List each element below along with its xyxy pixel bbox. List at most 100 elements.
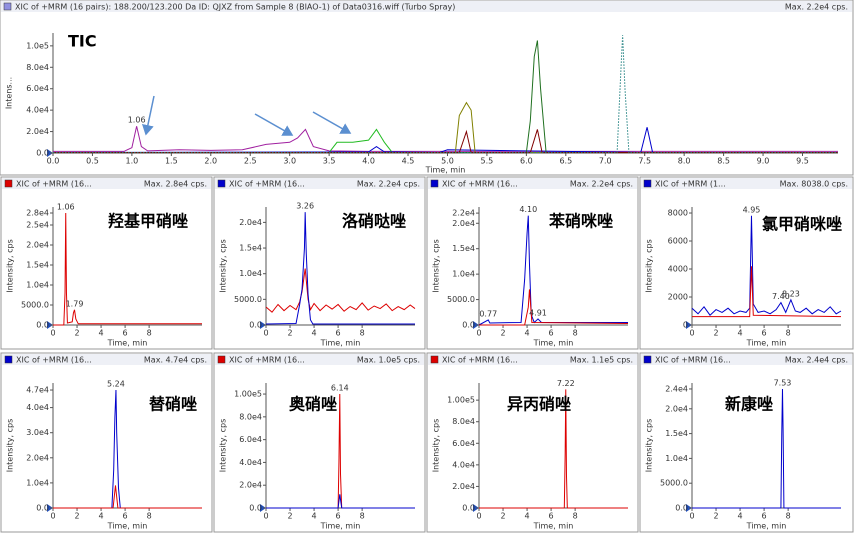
annotation: 新康唑 bbox=[725, 395, 773, 414]
x-tick-label: 6 bbox=[762, 512, 767, 521]
x-tick-label: 0 bbox=[50, 512, 55, 521]
panel-title: XIC of +MRM (16... bbox=[16, 180, 92, 189]
x-tick-label: 1.0 bbox=[126, 157, 139, 166]
panel-header bbox=[2, 354, 211, 365]
legend-swatch bbox=[430, 355, 439, 364]
x-tick-label: 2 bbox=[74, 512, 79, 521]
x-axis-label: Time, min bbox=[533, 522, 574, 531]
x-tick-label: 6 bbox=[336, 512, 341, 521]
y-tick-label: 0.0 bbox=[462, 504, 475, 513]
x-tick-label: 9.0 bbox=[757, 157, 770, 166]
panel-header bbox=[428, 178, 637, 189]
x-tick-label: 4 bbox=[738, 512, 743, 521]
y-tick-label: 8.0e4 bbox=[452, 417, 475, 426]
panel: XIC of +MRM (16... Max. 1.0e5 cps. 0 2 4 6 8 0.… bbox=[213, 352, 426, 533]
y-tick-label: 2.0e4 bbox=[452, 219, 475, 228]
x-tick-label: 6 bbox=[762, 329, 767, 338]
x-tick-label: 8 bbox=[147, 512, 152, 521]
trace bbox=[691, 215, 842, 316]
panel-title: XIC of +MRM (16... bbox=[655, 356, 731, 365]
peak-label: 0.77 bbox=[479, 309, 497, 318]
annotation: TIC bbox=[68, 32, 97, 51]
arrows bbox=[141, 95, 352, 136]
y-axis-label: Intensity, cps bbox=[432, 239, 441, 293]
y-tick-label: 1.5e4 bbox=[452, 244, 475, 253]
max-label: Max. 1.1e5 cps. bbox=[570, 356, 633, 365]
panel-title: XIC of +MRM (16... bbox=[442, 180, 518, 189]
y-tick-label: 4.0e4 bbox=[239, 458, 262, 467]
peak-label: 7.53 bbox=[774, 378, 792, 387]
x-axis-label: Time, min bbox=[320, 522, 361, 531]
y-tick-label: 1.5e4 bbox=[239, 244, 262, 253]
legend-swatch bbox=[217, 179, 226, 188]
x-tick-label: 8.5 bbox=[717, 157, 730, 166]
y-tick-label: 1.0e4 bbox=[239, 269, 262, 278]
peak-label: 4.10 bbox=[519, 205, 537, 214]
max-label: Max. 2.4e4 cps. bbox=[785, 356, 848, 365]
x-tick-label: 0 bbox=[50, 329, 55, 338]
x-tick-label: 6 bbox=[549, 512, 554, 521]
x-tick-label: 2.5 bbox=[244, 157, 257, 166]
y-tick-label: 0 bbox=[683, 321, 688, 330]
x-tick-label: 2 bbox=[713, 329, 718, 338]
x-tick-label: 6 bbox=[336, 329, 341, 338]
y-axis-label: Intensity, cps bbox=[6, 419, 15, 473]
panel: XIC of +MRM (16... Max. 2.4e4 cps. 0 2 4 6 8 0.… bbox=[639, 352, 854, 533]
trace bbox=[479, 389, 628, 509]
trace bbox=[478, 215, 628, 326]
annotation: 异丙硝唑 bbox=[507, 395, 571, 414]
peak-label: 7.40 bbox=[772, 292, 790, 301]
panel-title: XIC of +MRM (16... bbox=[229, 180, 305, 189]
max-label: Max. 1.0e5 cps. bbox=[357, 356, 420, 365]
arrow bbox=[312, 111, 352, 134]
x-tick-label: 6 bbox=[123, 329, 128, 338]
panel-header bbox=[428, 354, 637, 365]
y-tick-label: 5000.0 bbox=[234, 295, 262, 304]
y-tick-label: 4.0e4 bbox=[26, 106, 49, 115]
trace bbox=[53, 390, 202, 509]
x-tick-label: 4.5 bbox=[402, 157, 415, 166]
x-axis-label: Time, min bbox=[320, 339, 361, 348]
y-tick-label: 1.0e4 bbox=[26, 281, 49, 290]
y-tick-label: 2000 bbox=[668, 293, 688, 302]
x-tick-label: 9.5 bbox=[796, 157, 809, 166]
x-tick-label: 5.5 bbox=[481, 157, 494, 166]
legend-swatch bbox=[3, 2, 12, 11]
y-tick-label: 4.0e4 bbox=[452, 460, 475, 469]
x-tick-label: 4.0 bbox=[362, 157, 375, 166]
peak-label: 1.06 bbox=[57, 203, 75, 212]
peak-label: 1.79 bbox=[66, 299, 84, 308]
x-tick-label: 4 bbox=[525, 512, 530, 521]
peak-label: 4.95 bbox=[743, 205, 761, 214]
x-tick-label: 2 bbox=[287, 512, 292, 521]
panel-header bbox=[2, 178, 211, 189]
x-tick-label: 1.5 bbox=[165, 157, 178, 166]
trace bbox=[53, 40, 838, 153]
panel-header bbox=[1, 1, 852, 12]
x-tick-label: 4 bbox=[99, 512, 104, 521]
peak-label: 6.14 bbox=[331, 384, 349, 393]
trace bbox=[479, 289, 629, 326]
x-axis-label: Time, min bbox=[425, 166, 466, 175]
panel-title: XIC of +MRM (16... bbox=[16, 356, 92, 365]
trace bbox=[53, 128, 838, 153]
x-tick-label: 6.5 bbox=[559, 157, 572, 166]
panel-title: XIC of +MRM (1... bbox=[655, 180, 726, 189]
peak-label: 3.26 bbox=[296, 202, 314, 211]
x-tick-label: 2 bbox=[74, 329, 79, 338]
panel: XIC of +MRM (16... Max. 2.2e4 cps. 0 2 4 6 8 0.… bbox=[213, 176, 426, 350]
y-tick-label: 6.0e4 bbox=[452, 439, 475, 448]
y-axis-label: Intensity, cps bbox=[6, 239, 15, 293]
x-tick-label: 7.5 bbox=[638, 157, 651, 166]
y-tick-label: 1.0e4 bbox=[26, 478, 49, 487]
panel-border bbox=[0, 0, 854, 176]
panel: XIC of +MRM (16... Max. 4.7e4 cps. 0 2 4 6 8 0.… bbox=[0, 352, 213, 533]
y-tick-label: 0.0 bbox=[36, 321, 49, 330]
panel-header bbox=[215, 178, 424, 189]
y-tick-label: 8.0e4 bbox=[26, 63, 49, 72]
peak-label: 7.22 bbox=[557, 379, 575, 388]
y-tick-label: 8.0e4 bbox=[239, 412, 262, 421]
x-tick-label: 2 bbox=[500, 512, 505, 521]
